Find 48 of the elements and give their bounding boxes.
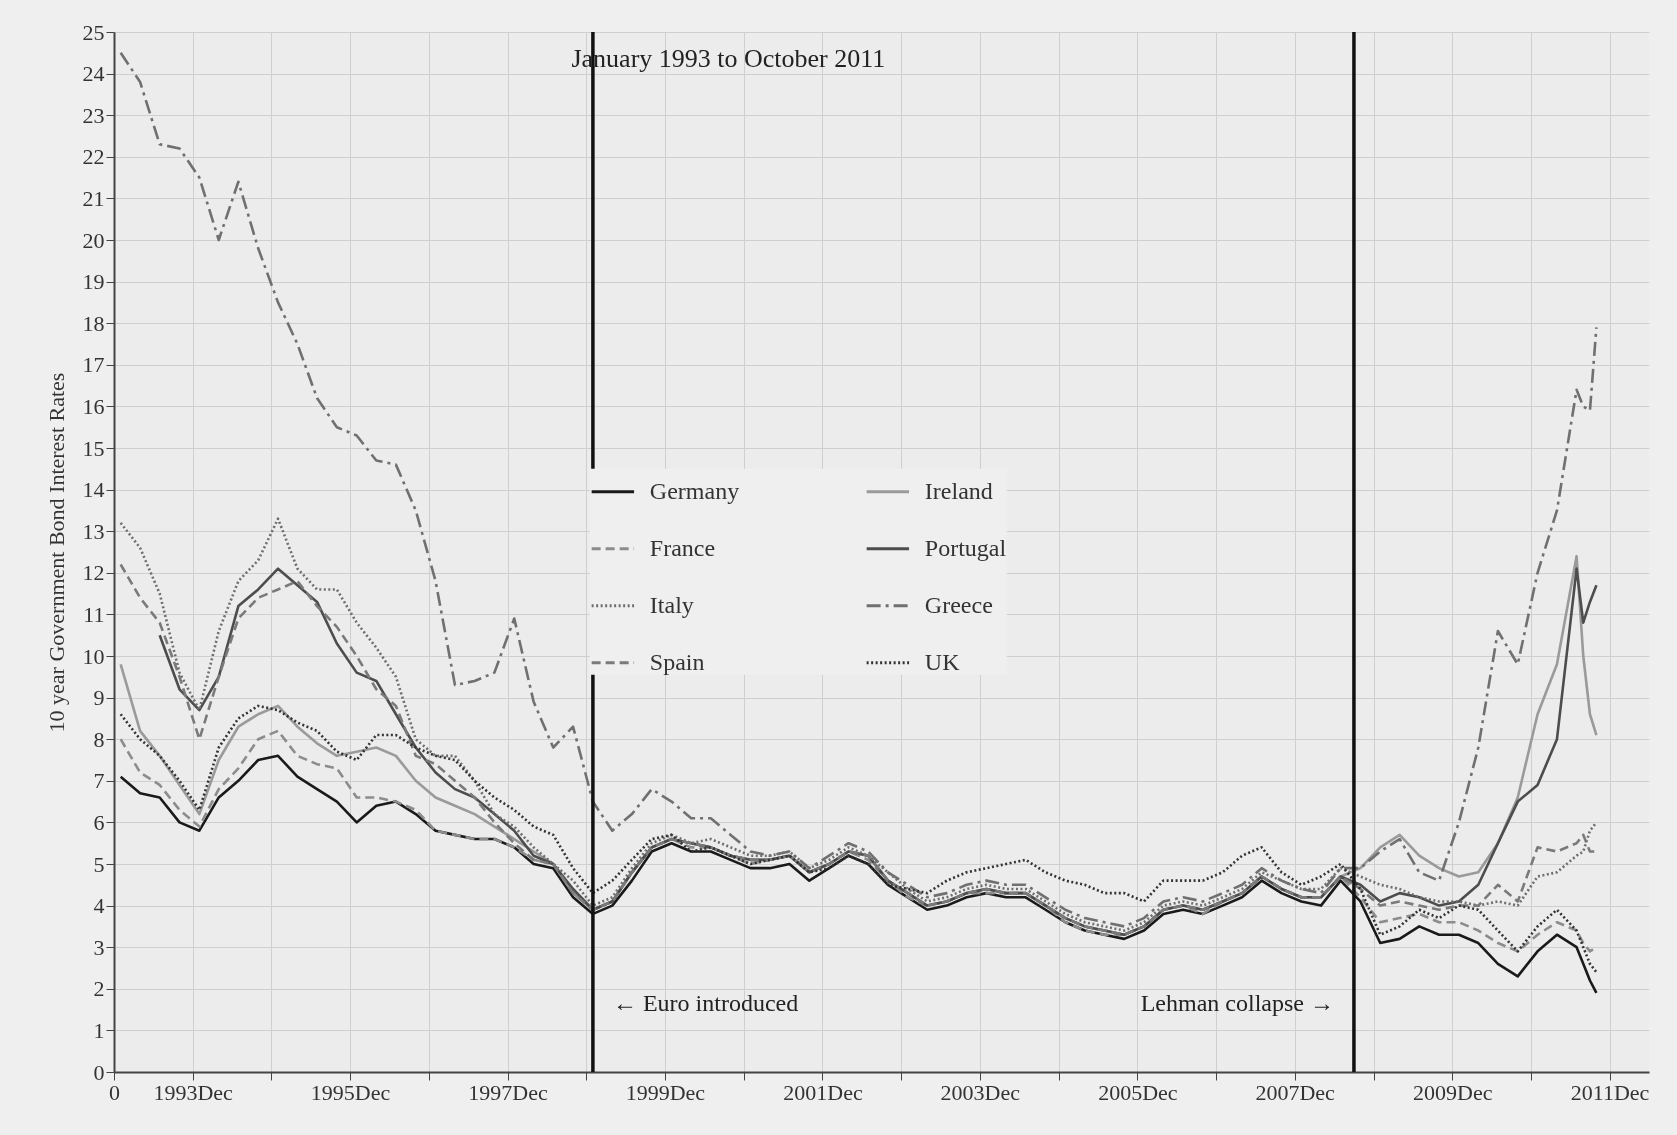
legend-label: France — [649, 534, 716, 561]
y-tick-label: 8 — [93, 726, 105, 752]
legend-label: Ireland — [924, 477, 993, 504]
y-tick-label: 7 — [93, 768, 105, 794]
y-tick-label: 23 — [82, 102, 105, 128]
y-tick-label: 25 — [82, 19, 105, 45]
y-tick-label: 9 — [93, 685, 105, 711]
y-tick-label: 12 — [82, 560, 105, 586]
legend-label: Germany — [649, 477, 740, 504]
y-tick-label: 13 — [82, 518, 105, 544]
x-tick-label: 1995Dec — [310, 1079, 391, 1105]
x-tick-label: 2009Dec — [1413, 1079, 1493, 1105]
y-tick-label: 0 — [93, 1059, 105, 1085]
y-tick-label: 20 — [82, 227, 105, 253]
y-tick-label: 1 — [93, 1017, 105, 1043]
y-tick-label: 14 — [82, 477, 105, 503]
x-tick-label: 2007Dec — [1255, 1079, 1336, 1105]
y-tick-label: 6 — [93, 809, 105, 835]
y-tick-label: 5 — [93, 851, 105, 877]
y-tick-label: 19 — [82, 269, 105, 295]
legend-label: UK — [924, 648, 961, 675]
y-tick-label: 15 — [82, 435, 105, 461]
y-tick-label: 4 — [93, 893, 105, 919]
y-tick-label: 10 — [82, 643, 105, 669]
ref-line-label: ← Euro introduced — [612, 990, 799, 1016]
x-tick-label: 1993Dec — [153, 1079, 234, 1105]
legend-label: Portugal — [924, 534, 1007, 561]
ref-line-label: Lehman collapse → — [1140, 990, 1334, 1016]
line-series — [119, 704, 1598, 974]
y-tick-label: 11 — [83, 601, 105, 627]
legend-label: Italy — [649, 591, 694, 618]
x-tick-label: 2003Dec — [940, 1079, 1021, 1105]
x-tick-label: 2001Dec — [783, 1079, 863, 1105]
y-tick-label: 17 — [82, 352, 105, 378]
y-tick-label: 18 — [82, 310, 105, 336]
y-tick-label: 16 — [82, 393, 105, 419]
legend-label: Spain — [649, 648, 705, 675]
y-axis-title: 10 year Government Bond Interest Rates — [43, 372, 69, 733]
x-tick-label: 1997Dec — [468, 1079, 548, 1105]
legend-label: Greece — [924, 591, 993, 618]
y-tick-label: 2 — [93, 976, 105, 1002]
y-tick-label: 24 — [82, 61, 105, 87]
x-tick-label: 1999Dec — [625, 1079, 706, 1105]
x-tick-label: 2011Dec — [1570, 1079, 1650, 1105]
x-tick-label: 2005Dec — [1098, 1079, 1178, 1105]
y-tick-label: 22 — [82, 144, 105, 170]
y-tick-label: 21 — [82, 185, 105, 211]
y-tick-label: 3 — [93, 934, 105, 960]
